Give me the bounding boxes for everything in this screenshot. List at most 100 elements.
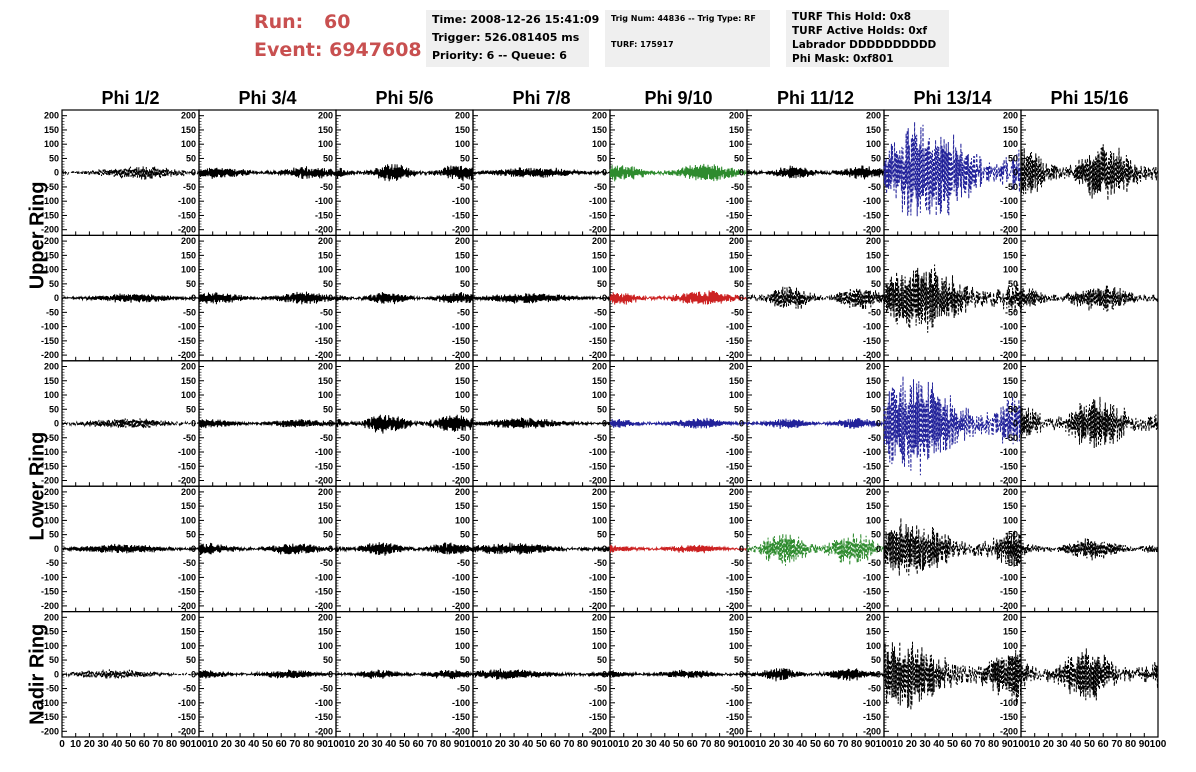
x-tick-label: 50 [810,739,822,750]
y-tick-label: -100 [41,196,59,206]
y-tick-label: 50 [871,153,881,163]
y-tick-label: -200 [589,225,607,235]
waveform-series [609,290,748,305]
y-tick-label: -100 [178,698,196,708]
y-tick-label: 0 [465,168,470,178]
y-tick-label: 50 [871,279,881,289]
waveform-series [609,417,748,429]
y-tick-label: 150 [592,627,607,637]
y-tick-label: -200 [315,225,333,235]
ring-label: Upper Ring [26,182,48,290]
y-tick-label: 100 [318,139,333,149]
x-tick-label: 100 [191,739,208,750]
y-tick-label: -200 [452,726,470,736]
y-tick-label: 100 [866,139,881,149]
y-tick-label: 100 [318,265,333,275]
y-tick-label: 200 [592,111,607,121]
x-tick-label: 100 [602,739,619,750]
y-tick-label: 200 [44,487,59,497]
y-tick-label: 50 [597,153,607,163]
waveform-series [198,291,337,305]
y-tick-label: 150 [1003,376,1018,386]
y-tick-label: -200 [41,350,59,360]
y-tick-label: -150 [41,461,59,471]
y-tick-label: 50 [186,404,196,414]
y-tick-label: 0 [191,419,196,429]
y-tick-label: 0 [739,293,744,303]
column-title: Phi 15/16 [1050,88,1128,108]
y-tick-label: 50 [597,404,607,414]
y-tick-label: 100 [318,641,333,651]
y-tick-label: -100 [1000,196,1018,206]
y-tick-label: 150 [181,376,196,386]
ring-label: Nadir Ring [26,624,48,725]
y-tick-label: -50 [183,684,196,694]
y-tick-label: -200 [863,726,881,736]
y-tick-label: -200 [863,476,881,486]
x-tick-label: 10 [344,739,356,750]
x-tick-label: 20 [221,739,233,750]
trigger-line: Trigger: 526.081405 ms [432,31,580,44]
y-tick-label: -150 [863,712,881,722]
y-tick-label: 50 [186,530,196,540]
y-tick-label: 50 [1008,655,1018,665]
y-tick-label: 0 [602,168,607,178]
y-tick-label: -50 [731,433,744,443]
y-tick-label: 0 [602,419,607,429]
y-tick-label: 50 [597,279,607,289]
y-tick-label: -150 [589,461,607,471]
y-tick-label: -200 [1000,350,1018,360]
x-tick-label: 70 [426,739,438,750]
x-tick-label: 40 [111,739,123,750]
waveform-series [61,543,200,554]
y-tick-label: -150 [863,587,881,597]
y-tick-label: 150 [455,250,470,260]
y-tick-label: 150 [318,250,333,260]
x-tick-label: 70 [152,739,164,750]
x-tick-label: 30 [509,739,521,750]
x-tick-label: 40 [659,739,671,750]
y-tick-label: 200 [455,362,470,372]
y-tick-label: -200 [1000,476,1018,486]
x-tick-label: 40 [248,739,260,750]
y-tick-label: 100 [44,390,59,400]
x-tick-label: 20 [358,739,370,750]
y-tick-label: 0 [876,544,881,554]
y-tick-label: 150 [729,250,744,260]
y-tick-label: 100 [1003,265,1018,275]
y-tick-label: -150 [315,461,333,471]
x-tick-label: 90 [180,739,192,750]
y-tick-label: -50 [868,433,881,443]
y-tick-label: 200 [1003,362,1018,372]
y-tick-label: -150 [178,587,196,597]
y-tick-label: -50 [183,558,196,568]
y-tick-label: -100 [315,447,333,457]
column-title: Phi 13/14 [913,88,991,108]
x-tick-label: 60 [1098,739,1110,750]
x-tick-label: 10 [892,739,904,750]
y-tick-label: -100 [41,698,59,708]
y-tick-label: -150 [315,587,333,597]
y-tick-label: -200 [452,225,470,235]
y-tick-label: 100 [455,641,470,651]
y-tick-label: 50 [49,530,59,540]
waveform-series [883,641,1022,711]
y-tick-label: 200 [729,612,744,622]
y-tick-label: 50 [460,655,470,665]
y-tick-label: -50 [594,558,607,568]
y-tick-label: 100 [455,139,470,149]
y-tick-label: -200 [315,476,333,486]
x-tick-label: 80 [714,739,726,750]
waveform-series [198,166,337,180]
y-tick-label: 100 [318,515,333,525]
y-tick-label: 150 [729,501,744,511]
y-tick-label: 150 [455,125,470,135]
y-tick-label: 200 [455,111,470,121]
y-tick-label: -100 [452,698,470,708]
waveform-series [472,668,611,680]
y-tick-label: 150 [318,125,333,135]
waveform-series [746,532,885,566]
waveform-series [335,669,474,680]
y-tick-label: -200 [178,601,196,611]
y-tick-label: 150 [592,125,607,135]
